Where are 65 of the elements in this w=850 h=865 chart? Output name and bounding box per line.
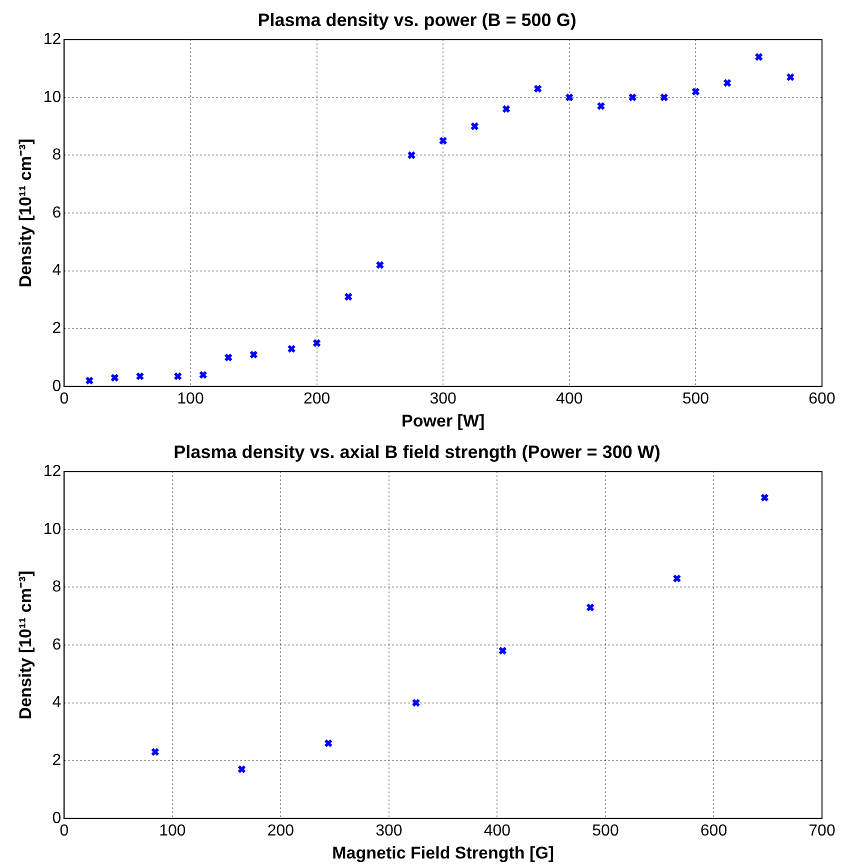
point [174,372,182,381]
y-tick-label: 6 [52,636,62,654]
point [312,338,322,348]
y-axis-title: Density [10¹¹ cm⁻³] [16,138,35,288]
y-tick-label: 12 [43,31,62,48]
point [110,373,120,382]
point [596,102,606,110]
y-tick-label: 4 [52,262,62,280]
y-tick-label: 6 [52,204,62,222]
point [498,646,507,656]
chart-title: Plasma density vs. axial B field strength (Power = 300 W) [174,442,660,462]
point [628,93,637,102]
point [376,260,384,270]
point [760,493,769,502]
y-tick-label: 4 [52,694,62,712]
point [586,603,595,612]
point [502,104,511,114]
point [754,52,764,62]
x-axis-title: Magnetic Field Strength [G] [332,843,554,862]
x-tick-label: 500 [682,390,710,408]
point [407,150,416,160]
point [344,292,353,302]
x-tick-label: 100 [177,390,204,408]
y-axis-title: Density [10¹¹ cm⁻³] [16,570,35,720]
point [287,344,296,354]
chart-title: Plasma density vs. power (B = 500 G) [258,10,576,30]
point [237,764,246,774]
y-tick-label: 12 [43,463,62,480]
point [565,93,574,102]
point [136,372,144,381]
point [438,136,448,146]
y-tick-label: 0 [52,810,62,827]
point [85,376,94,385]
point [672,574,682,583]
y-tick-label: 8 [52,146,62,164]
x-tick-label: 300 [376,822,402,840]
x-tick-label: 600 [808,390,836,408]
x-tick-label: 400 [484,822,511,840]
x-tick-label: 100 [159,822,186,840]
y-tick-label: 10 [43,88,62,106]
point [224,353,233,362]
y-tick-label: 2 [52,752,62,770]
x-tick-label: 500 [592,822,619,840]
point [412,698,420,708]
point [786,72,795,82]
point [470,122,479,131]
x-tick-label: 200 [303,390,330,408]
x-tick-label: 300 [430,390,457,408]
x-axis-title: Power [W] [402,411,485,430]
x-tick-label: 400 [556,390,583,408]
x-tick-label: 700 [808,822,836,840]
point [722,78,732,88]
y-tick-label: 0 [52,378,62,395]
point [150,748,160,756]
x-tick-label: 200 [267,822,294,840]
y-tick-label: 10 [43,520,62,538]
point [691,87,700,96]
y-tick-label: 8 [52,578,62,596]
y-tick-label: 2 [52,320,62,338]
point [533,84,542,94]
point [324,738,333,748]
x-tick-label: 600 [700,822,728,840]
point [249,350,258,359]
point [660,93,668,102]
point [198,370,208,380]
